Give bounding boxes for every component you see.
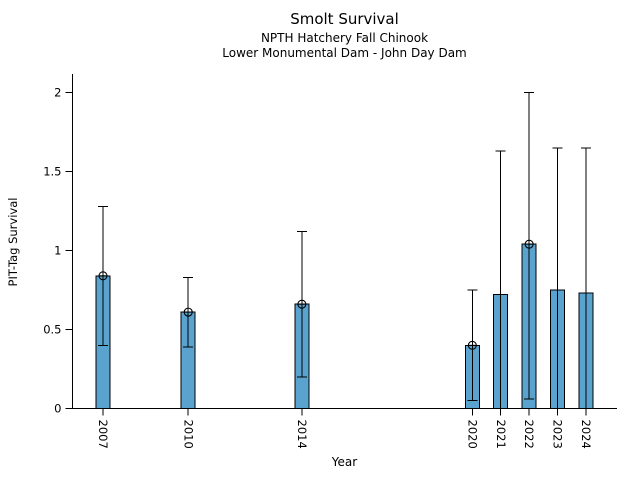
x-tick-label: 2020 — [465, 420, 479, 449]
x-tick-label: 2024 — [579, 420, 593, 449]
y-tick-label: 1.5 — [43, 164, 61, 178]
chart-title: Smolt Survival — [290, 10, 399, 28]
chart-subtitle-line2: Lower Monumental Dam - John Day Dam — [222, 46, 467, 60]
y-tick-label: 0.5 — [43, 322, 61, 336]
y-tick-label: 2 — [54, 85, 61, 99]
chart-subtitle-line1: NPTH Hatchery Fall Chinook — [260, 31, 429, 45]
x-tick-label: 2022 — [522, 420, 536, 449]
x-axis-label: Year — [331, 455, 358, 469]
x-tick-label: 2014 — [295, 420, 309, 449]
x-tick-label: 2007 — [96, 420, 110, 449]
x-tick-label: 2010 — [181, 420, 195, 449]
y-tick-label: 0 — [54, 401, 61, 415]
x-tick-label: 2021 — [494, 420, 508, 449]
y-tick-label: 1 — [54, 243, 61, 257]
x-tick-label: 2023 — [551, 420, 565, 449]
